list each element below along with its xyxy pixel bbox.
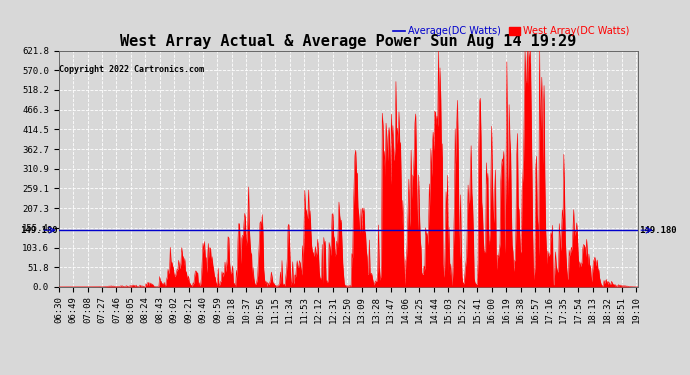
Text: 149.180: 149.180	[21, 226, 58, 235]
Legend: Average(DC Watts), West Array(DC Watts): Average(DC Watts), West Array(DC Watts)	[389, 22, 633, 40]
Text: 149.180: 149.180	[639, 226, 676, 235]
Title: West Array Actual & Average Power Sun Aug 14 19:29: West Array Actual & Average Power Sun Au…	[120, 34, 577, 50]
Text: Copyright 2022 Cartronics.com: Copyright 2022 Cartronics.com	[59, 65, 204, 74]
